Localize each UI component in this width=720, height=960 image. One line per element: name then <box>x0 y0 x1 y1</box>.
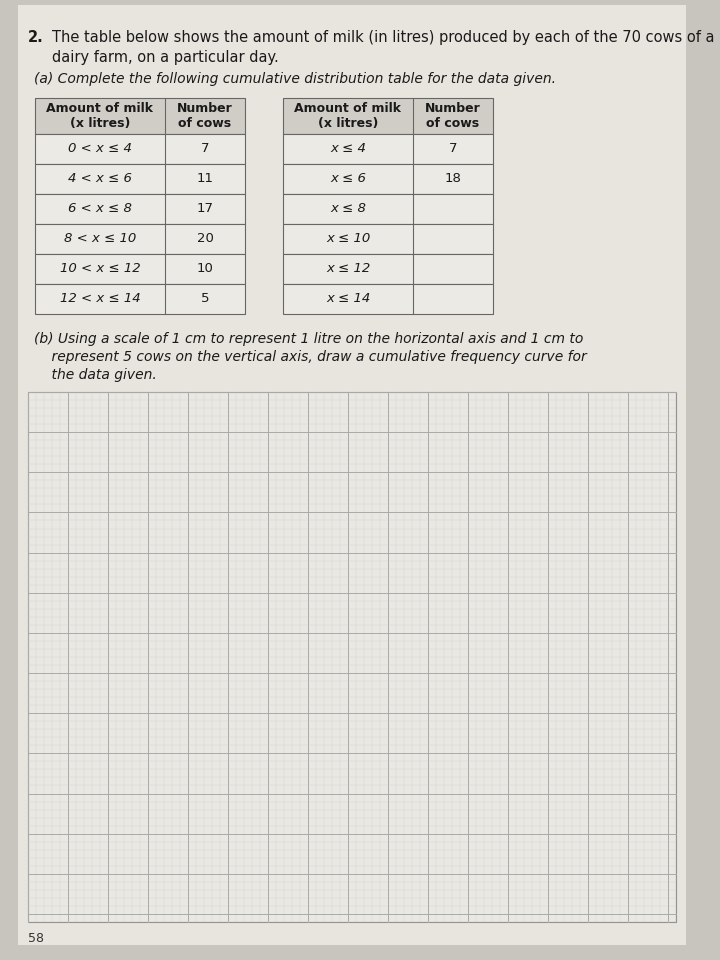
Text: 0 < x ≤ 4: 0 < x ≤ 4 <box>68 142 132 156</box>
FancyBboxPatch shape <box>35 134 245 164</box>
Text: 10 < x ≤ 12: 10 < x ≤ 12 <box>60 262 140 276</box>
Text: Number
of cows: Number of cows <box>177 102 233 130</box>
Text: Amount of milk
(x litres): Amount of milk (x litres) <box>47 102 153 130</box>
FancyBboxPatch shape <box>35 194 245 224</box>
Text: (a) Complete the following cumulative distribution table for the data given.: (a) Complete the following cumulative di… <box>34 72 556 86</box>
Text: 58: 58 <box>28 932 44 945</box>
Text: 10: 10 <box>197 262 213 276</box>
Text: 2.: 2. <box>28 30 44 45</box>
Text: 18: 18 <box>444 173 462 185</box>
Text: the data given.: the data given. <box>34 368 157 382</box>
Text: The table below shows the amount of milk (in litres) produced by each of the 70 : The table below shows the amount of milk… <box>52 30 714 45</box>
Text: x ≤ 12: x ≤ 12 <box>326 262 370 276</box>
FancyBboxPatch shape <box>35 284 245 314</box>
Text: x ≤ 6: x ≤ 6 <box>330 173 366 185</box>
Text: 12 < x ≤ 14: 12 < x ≤ 14 <box>60 293 140 305</box>
Text: 5: 5 <box>201 293 210 305</box>
Text: dairy farm, on a particular day.: dairy farm, on a particular day. <box>52 50 279 65</box>
Text: 11: 11 <box>197 173 214 185</box>
Text: Number
of cows: Number of cows <box>425 102 481 130</box>
FancyBboxPatch shape <box>35 254 245 284</box>
Text: x ≤ 10: x ≤ 10 <box>326 232 370 246</box>
Text: 8 < x ≤ 10: 8 < x ≤ 10 <box>64 232 136 246</box>
Text: 20: 20 <box>197 232 213 246</box>
Text: 7: 7 <box>449 142 457 156</box>
Text: 6 < x ≤ 8: 6 < x ≤ 8 <box>68 203 132 215</box>
FancyBboxPatch shape <box>283 134 493 164</box>
FancyBboxPatch shape <box>283 194 493 224</box>
FancyBboxPatch shape <box>283 284 493 314</box>
Text: x ≤ 8: x ≤ 8 <box>330 203 366 215</box>
FancyBboxPatch shape <box>18 5 686 945</box>
Text: 7: 7 <box>201 142 210 156</box>
FancyBboxPatch shape <box>283 224 493 254</box>
Text: Amount of milk
(x litres): Amount of milk (x litres) <box>294 102 402 130</box>
FancyBboxPatch shape <box>28 392 676 922</box>
Text: represent 5 cows on the vertical axis, draw a cumulative frequency curve for: represent 5 cows on the vertical axis, d… <box>34 350 587 364</box>
Text: (b) Using a scale of 1 cm to represent 1 litre on the horizontal axis and 1 cm t: (b) Using a scale of 1 cm to represent 1… <box>34 332 583 346</box>
FancyBboxPatch shape <box>283 98 493 134</box>
Text: 4 < x ≤ 6: 4 < x ≤ 6 <box>68 173 132 185</box>
FancyBboxPatch shape <box>283 254 493 284</box>
Text: x ≤ 4: x ≤ 4 <box>330 142 366 156</box>
FancyBboxPatch shape <box>35 224 245 254</box>
Text: 17: 17 <box>197 203 214 215</box>
FancyBboxPatch shape <box>283 164 493 194</box>
FancyBboxPatch shape <box>35 98 245 134</box>
FancyBboxPatch shape <box>35 164 245 194</box>
Text: x ≤ 14: x ≤ 14 <box>326 293 370 305</box>
